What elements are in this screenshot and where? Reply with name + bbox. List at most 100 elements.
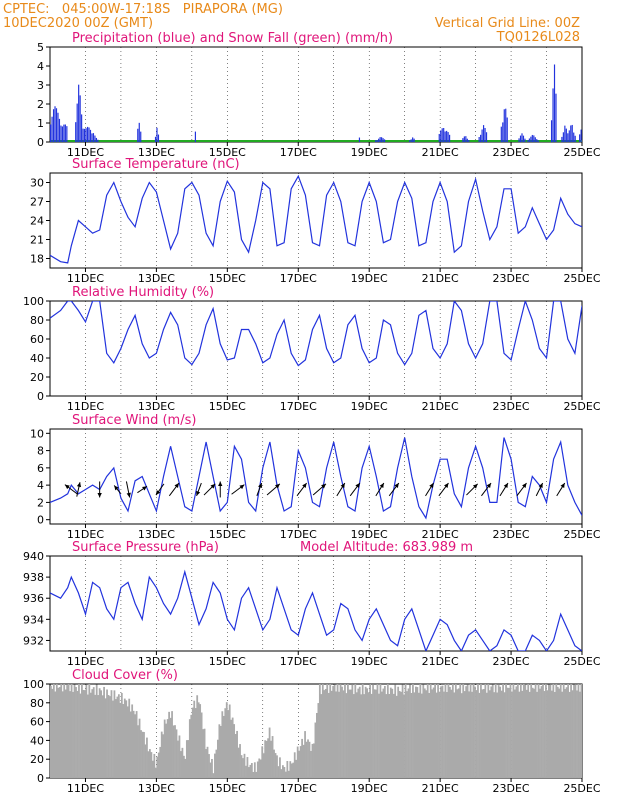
cloud-bar xyxy=(236,730,238,778)
wind-arrow-head xyxy=(321,483,326,489)
cloud-bar xyxy=(482,689,485,778)
cloud-bar xyxy=(318,684,321,778)
cloud-bar xyxy=(78,684,80,778)
cloud-bar xyxy=(317,703,320,778)
precip-bar xyxy=(58,118,61,142)
x-tick-label: 13DEC xyxy=(138,146,175,159)
cloud-bar xyxy=(131,704,134,778)
y-tick-label: 4 xyxy=(37,479,44,492)
cloud-bar xyxy=(329,684,332,778)
precip-bar xyxy=(580,129,582,142)
cloud-bar xyxy=(113,690,116,778)
cloud-bar xyxy=(279,757,281,778)
y-tick-label: 18 xyxy=(30,253,44,266)
cloud-bar xyxy=(75,687,77,778)
cloud-bar xyxy=(369,684,371,778)
wind-arrow-head xyxy=(275,483,280,489)
precip-bar xyxy=(449,134,451,142)
cloud-bar xyxy=(367,692,370,778)
precip-bar xyxy=(481,129,483,142)
cloud-bar xyxy=(298,750,301,778)
cloud-bar xyxy=(366,688,369,778)
cloud-bar xyxy=(533,688,536,778)
cloud-bar xyxy=(485,692,488,778)
cloud-bar xyxy=(491,684,494,778)
cloud-bar xyxy=(561,691,564,778)
cloud-bar xyxy=(290,763,293,778)
cloud-bar xyxy=(242,758,244,778)
x-tick-label: 23DEC xyxy=(493,655,530,668)
cloud-bar xyxy=(72,691,74,778)
plot-frame xyxy=(49,300,583,397)
cloud-bar xyxy=(488,690,491,778)
cloud-bar xyxy=(463,691,466,778)
cloud-bar xyxy=(417,692,420,778)
precip-bar xyxy=(480,134,482,142)
y-tick-label: 0 xyxy=(37,136,44,149)
y-tick-label: 27 xyxy=(30,196,44,209)
cloud-bar xyxy=(292,762,295,778)
x-tick-label: 25DEC xyxy=(563,272,600,285)
wind-arrow-head xyxy=(239,484,245,490)
cloud-bar xyxy=(406,691,408,778)
cloud-bar xyxy=(129,711,132,778)
cloud-bar xyxy=(61,691,64,778)
cloud-bar xyxy=(239,744,241,778)
cloud-bar xyxy=(50,685,52,778)
cloud-bar xyxy=(86,694,89,778)
precip-bar xyxy=(88,127,90,142)
precip-bar xyxy=(137,128,139,142)
cloud-bar xyxy=(449,686,451,778)
precip-bar xyxy=(438,133,440,142)
cloud-bar xyxy=(137,725,139,778)
precip-bar xyxy=(140,131,142,142)
precip-bar xyxy=(383,139,386,142)
cloud-bar xyxy=(116,696,119,778)
cloud-bar xyxy=(248,767,250,778)
plot-area xyxy=(50,301,582,367)
cloud-bar xyxy=(227,710,230,778)
wind-arrow-head xyxy=(174,483,179,488)
cloud-bar xyxy=(577,684,580,778)
cloud-bar xyxy=(234,733,237,778)
cloud-bar xyxy=(274,753,277,778)
cloud-bar xyxy=(225,702,228,778)
cloud-bar xyxy=(128,698,131,778)
cloud-bar xyxy=(481,689,484,778)
precip-bar xyxy=(553,64,556,142)
cloud-bar xyxy=(401,684,404,778)
cloud-bar xyxy=(194,708,197,778)
cloud-bar xyxy=(63,684,66,778)
cloud-bar xyxy=(171,711,173,778)
series-line xyxy=(50,301,582,367)
wind-arrow-head xyxy=(76,482,82,488)
cloud-bar xyxy=(97,695,100,778)
cloud-bar xyxy=(487,684,490,778)
precip-bar xyxy=(79,95,81,142)
cloud-bar xyxy=(512,684,515,778)
vertical-grid-note: Vertical Grid Line: 00Z xyxy=(434,16,580,31)
cloud-bar xyxy=(338,691,340,778)
precip-bar xyxy=(579,134,581,142)
cloud-bar xyxy=(364,686,367,778)
precip-bar xyxy=(484,128,486,142)
plot-area xyxy=(50,684,582,778)
precip-bar xyxy=(78,84,80,142)
cloud-bar xyxy=(286,761,289,778)
precip-bar xyxy=(482,125,485,142)
cloud-bar xyxy=(83,690,86,778)
header-line2: 10DEC2020 00Z (GMT) xyxy=(3,16,154,31)
cloud-bar xyxy=(546,690,549,778)
panel-1: 18 21 24 27 30 11DEC 13DEC 15DEC 17DEC 19DEC 21DEC… xyxy=(30,157,601,285)
cloud-bar xyxy=(311,743,314,778)
precip-bar xyxy=(138,122,140,142)
precip-bar xyxy=(60,125,62,142)
precip-bar xyxy=(555,93,557,142)
cloud-bar xyxy=(471,691,473,778)
cloud-bar xyxy=(423,688,426,778)
wind-arrow-head xyxy=(64,484,70,490)
wind-arrow-head xyxy=(560,483,565,489)
cloud-bar xyxy=(98,688,101,778)
x-tick-label: 25DEC xyxy=(563,655,600,668)
x-tick-label: 19DEC xyxy=(351,400,388,413)
